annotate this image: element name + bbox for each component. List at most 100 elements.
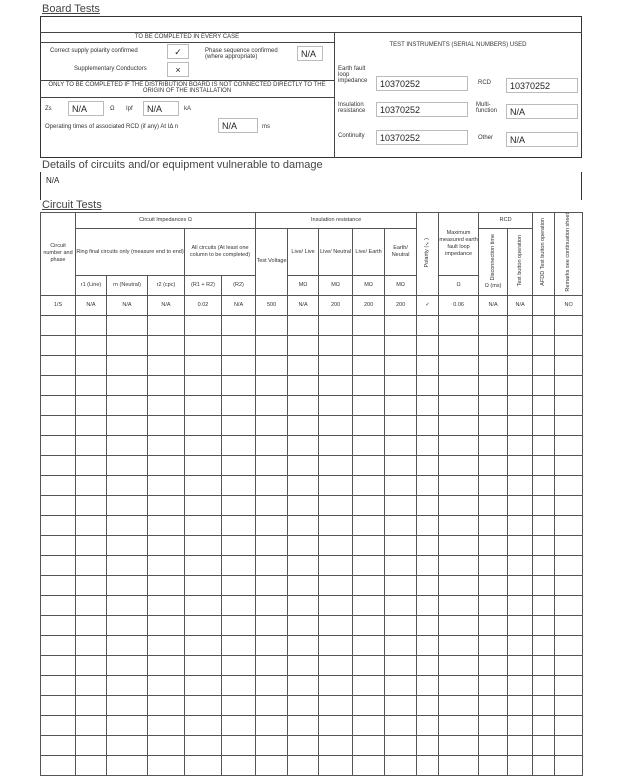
table-cell[interactable] bbox=[40, 694, 76, 716]
table-cell[interactable] bbox=[438, 654, 480, 676]
table-cell[interactable] bbox=[75, 394, 107, 416]
table-cell[interactable]: 500 bbox=[255, 294, 289, 316]
table-cell[interactable] bbox=[554, 514, 584, 536]
table-cell[interactable] bbox=[554, 454, 584, 476]
table-cell[interactable] bbox=[287, 634, 320, 656]
table-cell[interactable] bbox=[75, 634, 107, 656]
table-cell[interactable] bbox=[416, 654, 440, 676]
table-cell[interactable] bbox=[75, 734, 107, 756]
table-cell[interactable] bbox=[384, 334, 418, 356]
table-cell[interactable] bbox=[318, 694, 354, 716]
table-cell[interactable] bbox=[255, 674, 289, 696]
table-cell[interactable] bbox=[220, 754, 257, 776]
table-cell[interactable] bbox=[532, 594, 556, 616]
table-cell[interactable] bbox=[40, 554, 76, 576]
table-cell[interactable] bbox=[438, 714, 480, 736]
table-cell[interactable] bbox=[287, 694, 320, 716]
table-cell[interactable] bbox=[40, 474, 76, 496]
table-cell[interactable] bbox=[106, 434, 148, 456]
table-cell[interactable] bbox=[184, 594, 222, 616]
table-cell[interactable] bbox=[438, 614, 480, 636]
table-cell[interactable] bbox=[147, 634, 185, 656]
table-cell[interactable] bbox=[220, 694, 257, 716]
table-cell[interactable] bbox=[220, 454, 257, 476]
table-cell[interactable] bbox=[416, 694, 440, 716]
table-cell[interactable] bbox=[416, 594, 440, 616]
table-cell[interactable] bbox=[184, 394, 222, 416]
table-cell[interactable] bbox=[532, 694, 556, 716]
table-cell[interactable] bbox=[478, 494, 509, 516]
table-cell[interactable] bbox=[106, 354, 148, 376]
table-cell[interactable] bbox=[478, 454, 509, 476]
table-cell[interactable] bbox=[507, 614, 534, 636]
table-cell[interactable] bbox=[318, 634, 354, 656]
table-cell[interactable] bbox=[318, 754, 354, 776]
rcd-time-field[interactable]: N/A bbox=[218, 118, 258, 133]
table-cell[interactable] bbox=[318, 574, 354, 596]
table-cell[interactable] bbox=[507, 534, 534, 556]
table-cell[interactable] bbox=[318, 374, 354, 396]
table-cell[interactable] bbox=[478, 434, 509, 456]
table-cell[interactable] bbox=[106, 374, 148, 396]
table-cell[interactable] bbox=[287, 754, 320, 776]
table-cell[interactable] bbox=[416, 674, 440, 696]
table-cell[interactable] bbox=[40, 434, 76, 456]
table-cell[interactable] bbox=[40, 374, 76, 396]
table-cell[interactable] bbox=[507, 474, 534, 496]
table-cell[interactable] bbox=[220, 734, 257, 756]
ir-field[interactable]: 10370252 bbox=[376, 102, 468, 117]
table-cell[interactable] bbox=[384, 634, 418, 656]
table-cell[interactable] bbox=[184, 514, 222, 536]
table-cell[interactable] bbox=[507, 754, 534, 776]
table-cell[interactable] bbox=[532, 394, 556, 416]
table-cell[interactable] bbox=[554, 654, 584, 676]
table-cell[interactable] bbox=[106, 554, 148, 576]
table-cell[interactable]: N/A bbox=[106, 294, 148, 316]
table-cell[interactable] bbox=[352, 434, 386, 456]
table-cell[interactable] bbox=[554, 574, 584, 596]
table-cell[interactable] bbox=[184, 734, 222, 756]
table-cell[interactable] bbox=[106, 514, 148, 536]
table-cell[interactable] bbox=[352, 454, 386, 476]
table-cell[interactable] bbox=[554, 694, 584, 716]
table-cell[interactable]: N/A bbox=[507, 294, 534, 316]
table-cell[interactable] bbox=[184, 634, 222, 656]
table-cell[interactable] bbox=[255, 634, 289, 656]
table-cell[interactable] bbox=[318, 314, 354, 336]
table-cell[interactable] bbox=[287, 314, 320, 336]
table-cell[interactable] bbox=[184, 714, 222, 736]
table-cell[interactable] bbox=[554, 334, 584, 356]
table-cell[interactable] bbox=[478, 514, 509, 536]
table-cell[interactable] bbox=[507, 574, 534, 596]
table-cell[interactable] bbox=[318, 334, 354, 356]
table-cell[interactable] bbox=[554, 674, 584, 696]
table-cell[interactable] bbox=[507, 334, 534, 356]
table-cell[interactable] bbox=[352, 694, 386, 716]
table-cell[interactable] bbox=[532, 294, 556, 316]
table-cell[interactable] bbox=[438, 494, 480, 516]
table-cell[interactable] bbox=[384, 694, 418, 716]
table-cell[interactable] bbox=[554, 734, 584, 756]
table-cell[interactable] bbox=[106, 674, 148, 696]
table-cell[interactable] bbox=[416, 574, 440, 596]
table-cell[interactable] bbox=[147, 514, 185, 536]
table-cell[interactable] bbox=[75, 314, 107, 336]
table-cell[interactable] bbox=[75, 474, 107, 496]
table-cell[interactable] bbox=[507, 654, 534, 676]
phase-sequence-field[interactable]: N/A bbox=[297, 46, 323, 61]
table-cell[interactable] bbox=[384, 514, 418, 536]
table-cell[interactable] bbox=[416, 314, 440, 336]
table-cell[interactable] bbox=[352, 314, 386, 336]
table-cell[interactable] bbox=[106, 334, 148, 356]
table-cell[interactable] bbox=[287, 614, 320, 636]
table-cell[interactable] bbox=[40, 574, 76, 596]
table-cell[interactable] bbox=[147, 434, 185, 456]
table-cell[interactable] bbox=[507, 494, 534, 516]
table-cell[interactable] bbox=[478, 574, 509, 596]
table-cell[interactable] bbox=[416, 434, 440, 456]
table-cell[interactable] bbox=[147, 714, 185, 736]
table-cell[interactable] bbox=[352, 634, 386, 656]
table-cell[interactable] bbox=[220, 374, 257, 396]
table-cell[interactable] bbox=[384, 374, 418, 396]
table-cell[interactable] bbox=[287, 394, 320, 416]
